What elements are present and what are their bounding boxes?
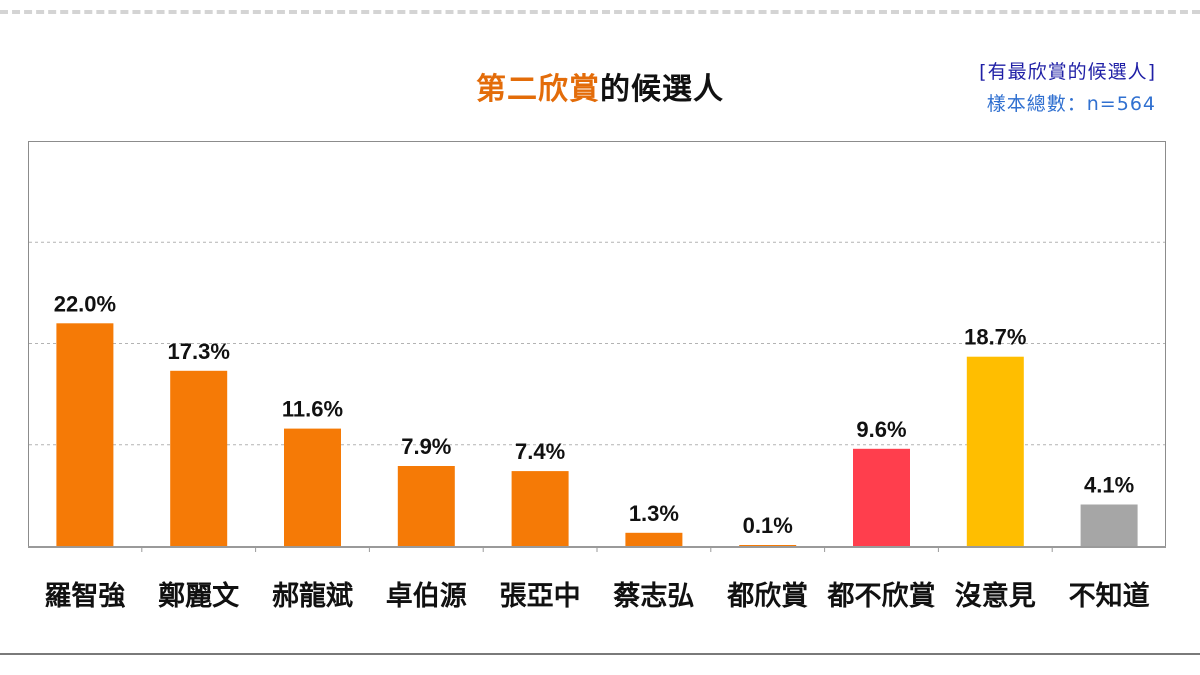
plot-area	[28, 141, 1166, 547]
data-label-2: 11.6%	[282, 397, 343, 422]
data-label-9: 4.1%	[1084, 473, 1134, 498]
category-label-0: 羅智強	[44, 581, 125, 612]
category-label-8: 沒意見	[955, 580, 1036, 612]
data-label-6: 0.1%	[743, 513, 793, 538]
bottom-rule	[0, 653, 1200, 655]
bar-8	[966, 356, 1024, 546]
title-accent: 第二欣賞	[476, 72, 600, 107]
sample-note: [有最欣賞的候選人] 樣本總數：n=564	[979, 56, 1156, 120]
category-label-4: 張亞中	[500, 581, 581, 612]
category-label-2: 郝龍斌	[272, 580, 353, 612]
bar-9	[1080, 504, 1138, 546]
data-label-4: 7.4%	[515, 439, 565, 464]
data-label-0: 22.0%	[54, 291, 116, 316]
category-label-9: 不知道	[1069, 580, 1150, 612]
category-label-5: 蔡志弘	[613, 581, 694, 612]
title-rest: 的候選人	[600, 72, 724, 107]
bar-2	[284, 428, 341, 547]
bar-5	[625, 532, 683, 546]
bar-0	[56, 323, 114, 547]
note-line-1: [有最欣賞的候選人]	[979, 61, 1156, 83]
category-label-1: 鄭麗文	[158, 580, 240, 612]
chart-title: 第二欣賞的候選人	[0, 64, 1200, 108]
data-label-3: 7.9%	[401, 434, 451, 459]
top-dashed-border	[0, 10, 1200, 14]
note-line-2: 樣本總數：n=564	[986, 93, 1156, 115]
bar-6	[739, 545, 797, 546]
data-label-7: 9.6%	[856, 417, 906, 442]
bar-1	[170, 370, 228, 546]
data-label-1: 17.3%	[168, 339, 230, 364]
category-label-7: 都不欣賞	[827, 580, 936, 612]
bar-3	[397, 466, 455, 546]
bar-4	[511, 471, 569, 546]
data-label-8: 18.7%	[964, 325, 1026, 350]
category-label-6: 都欣賞	[726, 580, 808, 612]
bar-7	[853, 448, 910, 546]
category-label-3: 卓伯源	[386, 581, 467, 612]
data-label-5: 1.3%	[629, 501, 679, 526]
